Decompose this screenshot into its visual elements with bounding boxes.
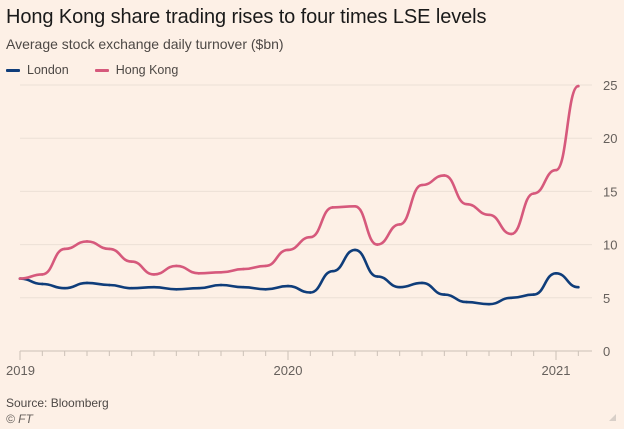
series-line-london [18, 248, 580, 306]
legend-item-hong-kong: Hong Kong [94, 63, 179, 77]
data-point-london [309, 291, 312, 294]
data-point-london [264, 287, 267, 291]
legend-label-london: London [27, 63, 69, 77]
x-tick-label: 2019 [6, 363, 35, 378]
data-point-hong-kong [175, 264, 178, 268]
data-point-london [443, 293, 446, 296]
data-point-hong-kong [554, 168, 558, 172]
data-point-london [85, 281, 89, 285]
y-tick-label: 5 [603, 291, 610, 306]
data-point-london [554, 272, 558, 275]
data-point-london [577, 285, 580, 289]
resize-handle-icon [609, 414, 616, 421]
data-point-hong-kong [264, 264, 267, 268]
data-point-london [510, 296, 513, 300]
data-point-hong-kong [331, 206, 334, 209]
x-tick-label: 2021 [542, 363, 571, 378]
legend: London Hong Kong [6, 63, 204, 77]
data-point-london [41, 282, 44, 286]
data-point-hong-kong [353, 204, 357, 208]
data-point-london [242, 285, 245, 289]
series-lines [18, 84, 580, 306]
legend-label-hong-kong: Hong Kong [115, 63, 179, 77]
data-point-hong-kong [376, 243, 379, 246]
copyright-credit: © FT [6, 412, 33, 426]
y-tick-label: 25 [603, 78, 617, 93]
data-point-london [376, 275, 379, 278]
chart-subtitle: Average stock exchange daily turnover ($… [6, 36, 284, 52]
data-point-hong-kong [108, 247, 111, 251]
data-point-hong-kong [152, 273, 156, 276]
data-point-london [108, 283, 111, 287]
data-point-hong-kong [197, 272, 200, 275]
gridlines [20, 84, 592, 352]
y-tick-label: 0 [603, 344, 610, 359]
chart-title: Hong Kong share trading rises to four ti… [6, 6, 487, 28]
legend-swatch-hong-kong [94, 68, 109, 72]
series-line-hong-kong [18, 84, 580, 280]
data-point-hong-kong [130, 260, 133, 263]
data-point-london [398, 285, 401, 289]
y-axis-ticks: 0 5 10 15 20 25 [603, 78, 617, 359]
data-point-london [353, 248, 357, 252]
y-tick-label: 10 [603, 238, 617, 253]
y-tick-label: 15 [603, 184, 617, 199]
data-point-hong-kong [510, 232, 513, 236]
data-point-hong-kong [242, 267, 245, 271]
data-point-hong-kong [420, 183, 424, 187]
data-point-london [532, 293, 535, 296]
data-point-london [465, 300, 468, 304]
data-point-hong-kong [443, 174, 446, 177]
data-point-hong-kong [487, 213, 491, 217]
data-point-london [219, 283, 223, 287]
data-point-london [487, 302, 491, 306]
data-point-hong-kong [532, 192, 535, 195]
data-point-london [63, 286, 66, 290]
data-point-hong-kong [63, 247, 66, 251]
data-point-london [197, 286, 200, 290]
data-point-hong-kong [41, 273, 44, 276]
data-point-hong-kong [577, 84, 580, 88]
data-point-london [286, 284, 290, 288]
x-tick-label: 2020 [274, 363, 303, 378]
data-point-london [420, 281, 424, 285]
data-point-london [331, 269, 334, 273]
data-point-hong-kong [465, 202, 468, 206]
data-point-london [152, 285, 156, 289]
data-point-hong-kong [398, 223, 401, 226]
y-tick-label: 20 [603, 131, 617, 146]
data-point-hong-kong [219, 270, 223, 274]
data-point-london [175, 287, 178, 291]
legend-item-london: London [6, 63, 69, 77]
data-point-hong-kong [18, 277, 22, 280]
data-point-hong-kong [309, 235, 312, 239]
data-point-london [130, 286, 133, 290]
x-axis: 2019 2020 2021 [6, 351, 579, 378]
data-point-hong-kong [286, 248, 290, 252]
legend-swatch-london [6, 68, 20, 72]
source-note: Source: Bloomberg [6, 396, 109, 410]
data-point-hong-kong [85, 240, 89, 243]
